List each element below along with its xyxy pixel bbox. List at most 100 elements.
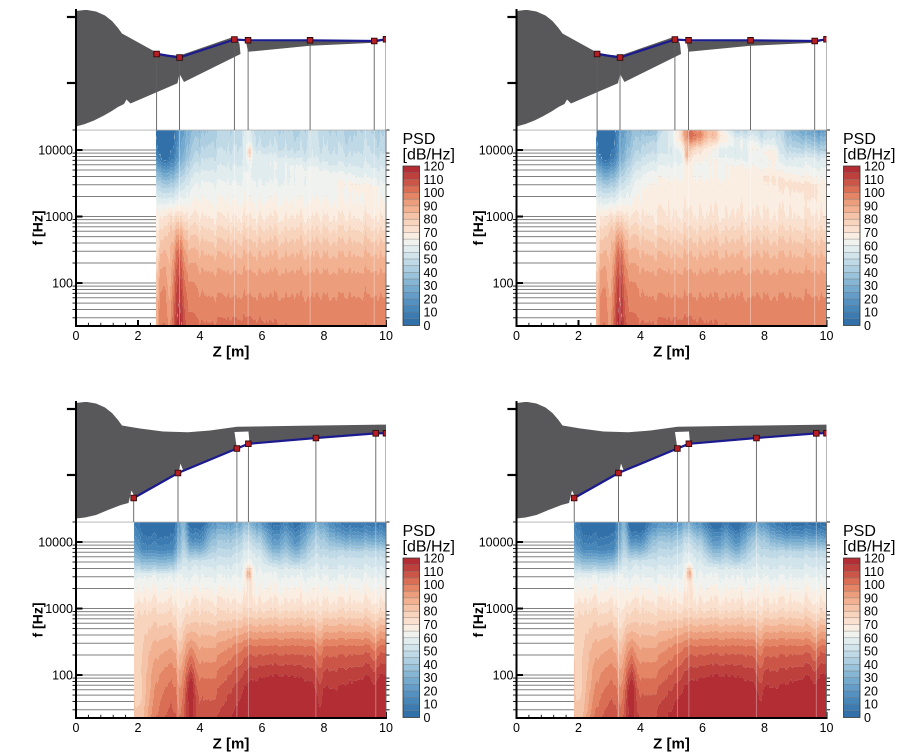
svg-text:100: 100: [424, 186, 445, 200]
svg-text:f [Hz]: f [Hz]: [29, 603, 45, 638]
svg-text:50: 50: [424, 253, 438, 267]
svg-text:70: 70: [424, 618, 438, 632]
svg-text:10: 10: [864, 306, 878, 320]
svg-text:100: 100: [52, 669, 73, 683]
svg-text:0: 0: [73, 721, 80, 735]
svg-text:8: 8: [321, 721, 328, 735]
svg-text:1000: 1000: [486, 210, 514, 224]
svg-text:100: 100: [864, 578, 885, 592]
svg-text:90: 90: [424, 199, 438, 213]
svg-text:1000: 1000: [45, 210, 73, 224]
svg-text:40: 40: [424, 266, 438, 280]
svg-text:30: 30: [864, 279, 878, 293]
svg-text:50: 50: [864, 253, 878, 267]
svg-text:90: 90: [864, 591, 878, 605]
svg-text:1000: 1000: [486, 602, 514, 616]
svg-text:10: 10: [820, 329, 834, 343]
svg-text:120: 120: [424, 160, 445, 174]
svg-text:100: 100: [52, 277, 73, 291]
svg-text:[dB/Hz]: [dB/Hz]: [843, 146, 895, 163]
svg-text:110: 110: [424, 173, 444, 187]
svg-text:PSD: PSD: [843, 523, 876, 540]
svg-text:PSD: PSD: [403, 523, 436, 540]
svg-text:90: 90: [864, 199, 878, 213]
svg-text:120: 120: [864, 552, 885, 566]
svg-text:10: 10: [820, 721, 834, 735]
svg-text:70: 70: [864, 618, 878, 632]
svg-text:20: 20: [424, 292, 438, 306]
svg-text:80: 80: [864, 213, 878, 227]
svg-text:100: 100: [493, 669, 514, 683]
svg-text:100: 100: [864, 186, 885, 200]
svg-text:6: 6: [259, 329, 266, 343]
svg-text:2: 2: [575, 721, 582, 735]
svg-text:0: 0: [513, 721, 520, 735]
svg-text:Z [m]: Z [m]: [653, 344, 690, 361]
svg-text:4: 4: [197, 329, 204, 343]
svg-text:10000: 10000: [479, 536, 514, 550]
svg-text:60: 60: [864, 631, 878, 645]
svg-text:10: 10: [379, 721, 393, 735]
svg-text:8: 8: [761, 329, 768, 343]
svg-text:0: 0: [864, 711, 871, 725]
svg-text:Z [m]: Z [m]: [213, 736, 250, 753]
svg-text:110: 110: [864, 173, 884, 187]
svg-text:8: 8: [321, 329, 328, 343]
svg-text:0: 0: [513, 329, 520, 343]
svg-text:40: 40: [864, 266, 878, 280]
svg-text:60: 60: [864, 239, 878, 253]
svg-text:4: 4: [637, 721, 644, 735]
svg-text:PSD: PSD: [843, 131, 876, 148]
svg-text:6: 6: [259, 721, 266, 735]
svg-text:2: 2: [135, 329, 142, 343]
svg-text:[dB/Hz]: [dB/Hz]: [403, 538, 455, 555]
svg-text:20: 20: [864, 684, 878, 698]
svg-text:6: 6: [699, 721, 706, 735]
svg-text:80: 80: [864, 605, 878, 619]
svg-text:0: 0: [424, 319, 431, 333]
svg-text:30: 30: [424, 279, 438, 293]
svg-text:f [Hz]: f [Hz]: [29, 211, 45, 246]
svg-text:110: 110: [864, 565, 884, 579]
svg-text:30: 30: [864, 671, 878, 685]
svg-text:6: 6: [699, 329, 706, 343]
svg-text:10: 10: [864, 698, 878, 712]
svg-text:30: 30: [424, 671, 438, 685]
svg-text:0: 0: [73, 329, 80, 343]
svg-text:10000: 10000: [38, 144, 73, 158]
svg-text:f [Hz]: f [Hz]: [470, 603, 486, 638]
svg-text:40: 40: [864, 658, 878, 672]
svg-text:70: 70: [864, 226, 878, 240]
svg-text:120: 120: [864, 160, 885, 174]
svg-text:80: 80: [424, 605, 438, 619]
svg-text:50: 50: [864, 645, 878, 659]
svg-text:20: 20: [424, 684, 438, 698]
svg-text:100: 100: [424, 578, 445, 592]
svg-text:120: 120: [424, 552, 445, 566]
svg-text:2: 2: [575, 329, 582, 343]
svg-text:4: 4: [197, 721, 204, 735]
svg-text:80: 80: [424, 213, 438, 227]
svg-text:0: 0: [864, 319, 871, 333]
svg-text:90: 90: [424, 591, 438, 605]
svg-text:40: 40: [424, 658, 438, 672]
svg-text:10: 10: [424, 698, 438, 712]
svg-text:50: 50: [424, 645, 438, 659]
svg-text:70: 70: [424, 226, 438, 240]
svg-text:60: 60: [424, 239, 438, 253]
svg-text:10: 10: [379, 329, 393, 343]
svg-text:10000: 10000: [38, 536, 73, 550]
svg-text:f [Hz]: f [Hz]: [470, 210, 486, 245]
svg-text:10: 10: [424, 306, 438, 320]
svg-text:60: 60: [424, 631, 438, 645]
svg-text:[dB/Hz]: [dB/Hz]: [843, 538, 895, 555]
svg-text:8: 8: [761, 721, 768, 735]
svg-text:Z [m]: Z [m]: [213, 344, 250, 361]
svg-text:[dB/Hz]: [dB/Hz]: [403, 146, 455, 163]
svg-text:4: 4: [637, 329, 644, 343]
svg-text:20: 20: [864, 292, 878, 306]
svg-text:1000: 1000: [45, 602, 73, 616]
svg-text:110: 110: [424, 565, 444, 579]
svg-text:100: 100: [493, 277, 514, 291]
svg-text:2: 2: [135, 721, 142, 735]
